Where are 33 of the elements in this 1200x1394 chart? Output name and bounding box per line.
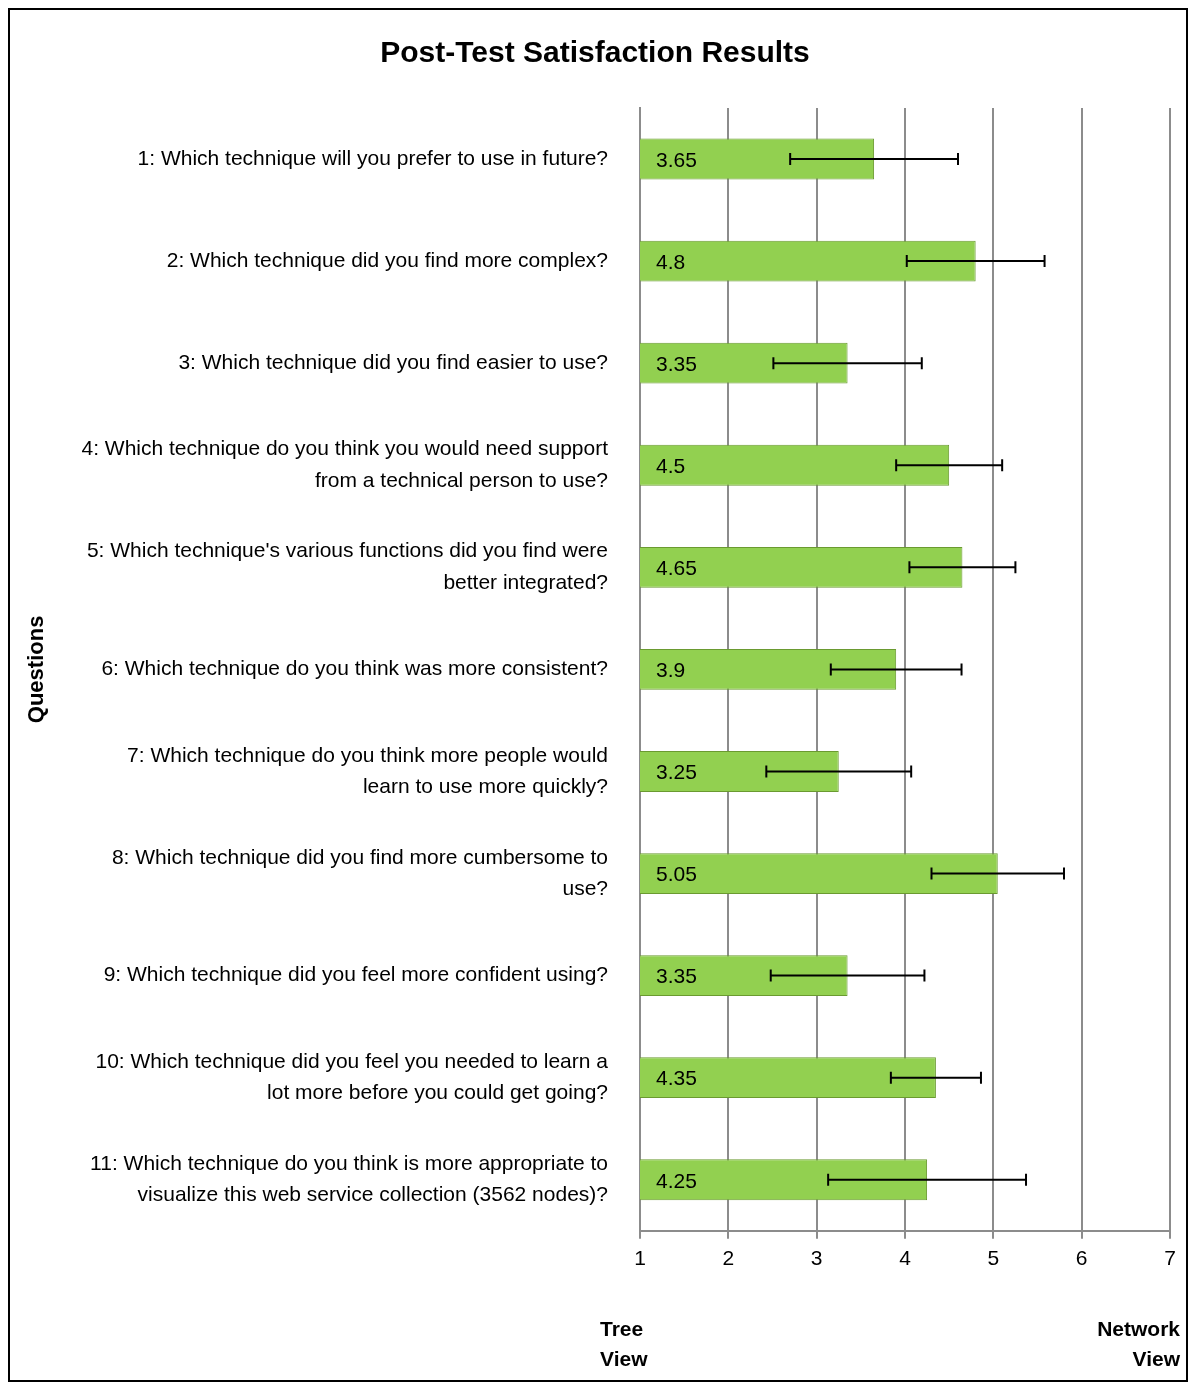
data-label: 5.05 bbox=[656, 862, 697, 886]
data-label: 4.35 bbox=[656, 1066, 697, 1090]
x-tick-label: 5 bbox=[987, 1246, 1000, 1270]
y-tick-label: 11: Which technique do you think is more appropriate to visualize this web service collection (3562 nodes)? bbox=[90, 1150, 608, 1206]
data-label: 3.9 bbox=[656, 658, 686, 682]
y-axis-title: Questions bbox=[23, 615, 49, 724]
data-label: 4.65 bbox=[656, 556, 697, 580]
data-label: 4.5 bbox=[656, 454, 686, 478]
y-tick-label: 5: Which technique's various functions did you find were better integrated? bbox=[86, 538, 608, 593]
y-tick-label: 4: Which technique do you think you would need support from a technical person to use? bbox=[81, 436, 609, 491]
x-tick-label: 7 bbox=[1164, 1246, 1176, 1270]
x-tick-label: 4 bbox=[899, 1246, 912, 1270]
data-label: 4.25 bbox=[656, 1168, 697, 1192]
chart-title: Post-Test Satisfaction Results bbox=[380, 35, 810, 69]
x-tick-label: 3 bbox=[810, 1246, 823, 1270]
text: Network View bbox=[1097, 1317, 1181, 1371]
y-tick-label: 3: Which technique did you find easier to use? bbox=[178, 349, 608, 373]
y-tick-label: 2: Which technique did you find more complex? bbox=[166, 247, 608, 271]
data-label: 3.35 bbox=[656, 351, 697, 375]
x-tick-label: 1 bbox=[634, 1246, 646, 1270]
text: Tree View bbox=[600, 1317, 649, 1371]
data-label: 3.65 bbox=[656, 147, 697, 171]
y-tick-label: 6: Which technique do you think was more consistent? bbox=[101, 656, 608, 680]
x-tick-label: 2 bbox=[722, 1246, 735, 1270]
data-label: 4.8 bbox=[656, 249, 686, 273]
data-label: 3.35 bbox=[656, 964, 697, 988]
x-tick-label: 6 bbox=[1075, 1246, 1088, 1270]
y-tick-label: 10: Which technique did you feel you needed to learn a lot more before you could get going? bbox=[95, 1048, 609, 1104]
data-label: 3.25 bbox=[656, 760, 697, 784]
y-tick-label: 7: Which technique do you think more people would learn to use more quickly? bbox=[127, 742, 608, 798]
y-tick-label: 9: Which technique did you feel more confident using? bbox=[103, 962, 608, 986]
y-tick-label: 8: Which technique did you find more cumbersome to use? bbox=[111, 844, 608, 900]
y-tick-label: 1: Which technique will you prefer to use in future? bbox=[137, 145, 608, 169]
